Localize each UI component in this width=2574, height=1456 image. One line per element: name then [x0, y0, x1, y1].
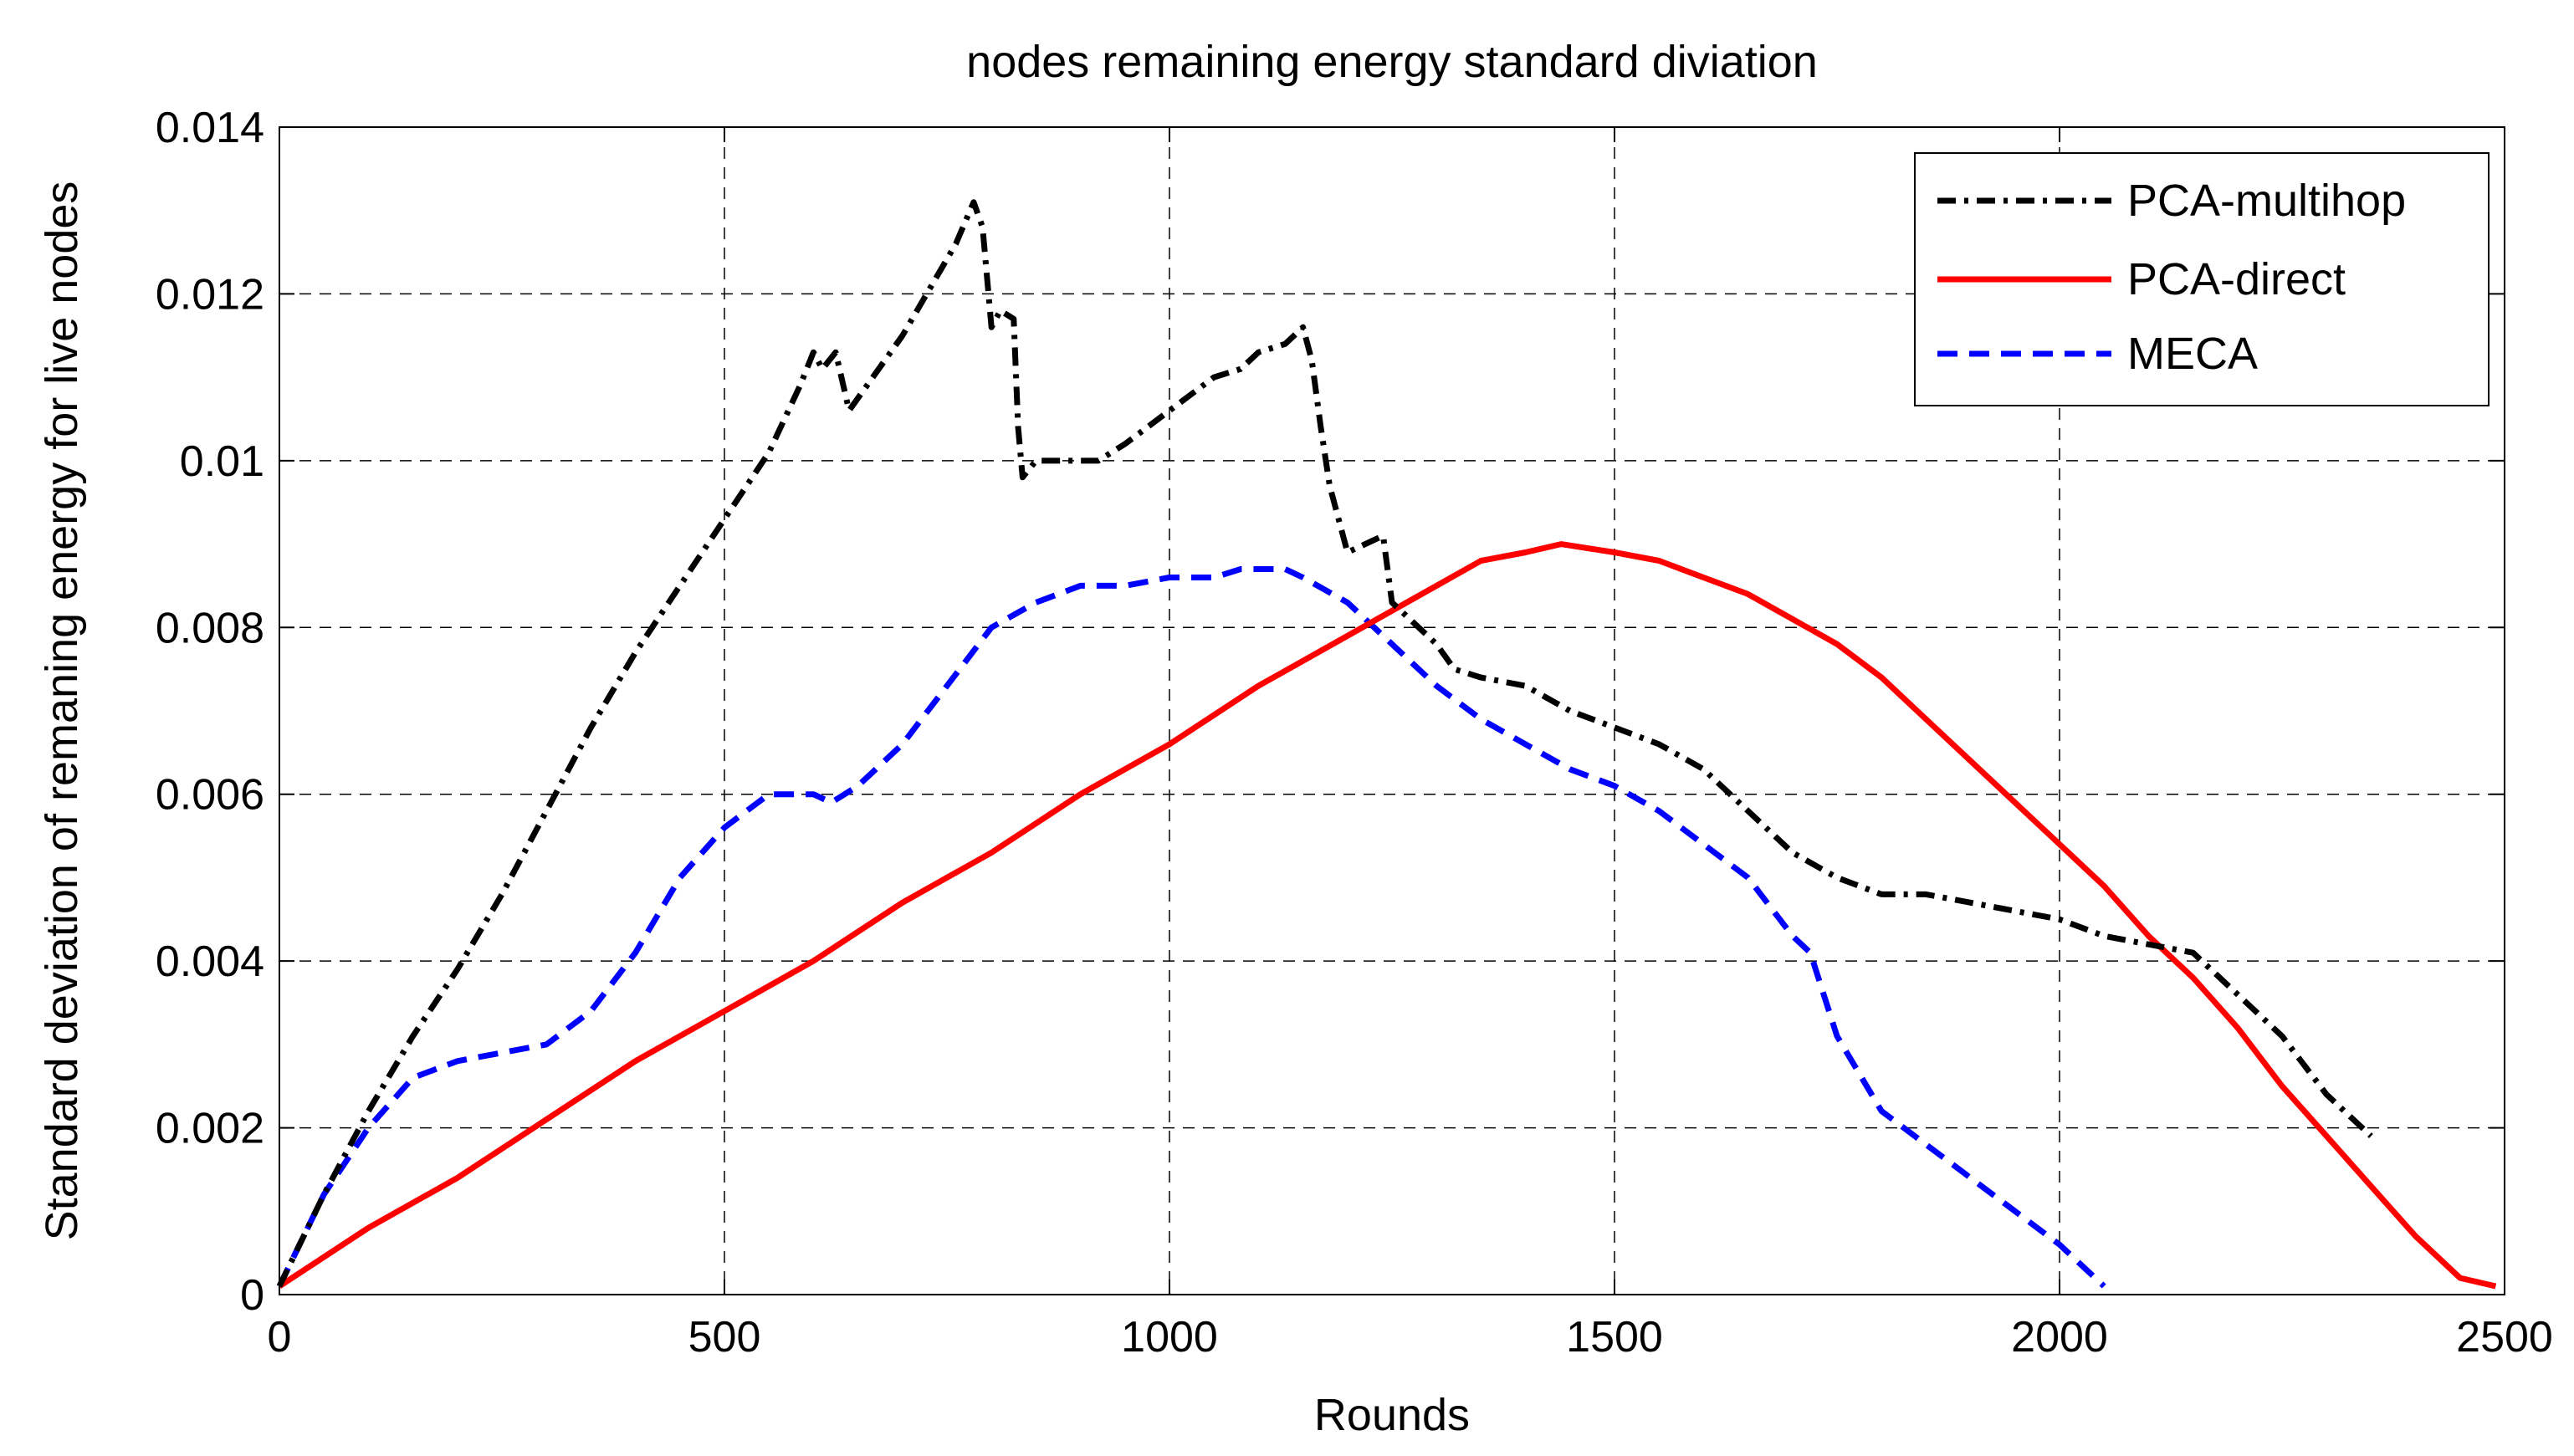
- y-tick-label: 0.002: [156, 1105, 264, 1153]
- y-tick-label: 0.01: [180, 437, 264, 486]
- series-group: [276, 199, 2497, 1290]
- y-tick-label: 0.006: [156, 771, 264, 820]
- x-tick-label: 0: [268, 1313, 292, 1361]
- x-tick-label: 2000: [2011, 1313, 2108, 1361]
- legend-label-pca-multihop: PCA-multihop: [2127, 176, 2406, 226]
- series-line-pca-multihop: [276, 199, 2373, 1288]
- y-tick-label: 0.014: [156, 104, 264, 152]
- y-tick-label: 0.008: [156, 604, 264, 652]
- y-tick-label: 0.012: [156, 270, 264, 319]
- legend: PCA-multihop PCA-direct MECA: [1914, 152, 2490, 406]
- y-tick-label: 0: [240, 1271, 264, 1320]
- x-tick-label: 2500: [2456, 1313, 2553, 1361]
- x-tick-label: 1500: [1566, 1313, 1663, 1361]
- x-tick-label: 500: [688, 1313, 761, 1361]
- plot-area-frame: [279, 126, 2505, 1295]
- legend-label-pca-direct: PCA-direct: [2127, 254, 2346, 304]
- series-line-meca: [276, 566, 2106, 1289]
- series-line-pca-direct: [278, 541, 2497, 1290]
- legend-label-meca: MECA: [2127, 329, 2258, 379]
- chart-title: nodes remaining energy standard diviatio…: [966, 37, 1818, 87]
- y-tick-label: 0.004: [156, 937, 264, 986]
- x-axis-label: Rounds: [1314, 1390, 1470, 1440]
- y-axis-label: Standard deviation of remaning energy fo…: [37, 181, 87, 1241]
- grid: [279, 127, 2505, 1295]
- x-tick-label: 1000: [1121, 1313, 1218, 1361]
- axis-ticks: 0 500 1000 1500 2000 2500 0 0.002 0.004 0.006 0.00…: [156, 104, 2553, 1361]
